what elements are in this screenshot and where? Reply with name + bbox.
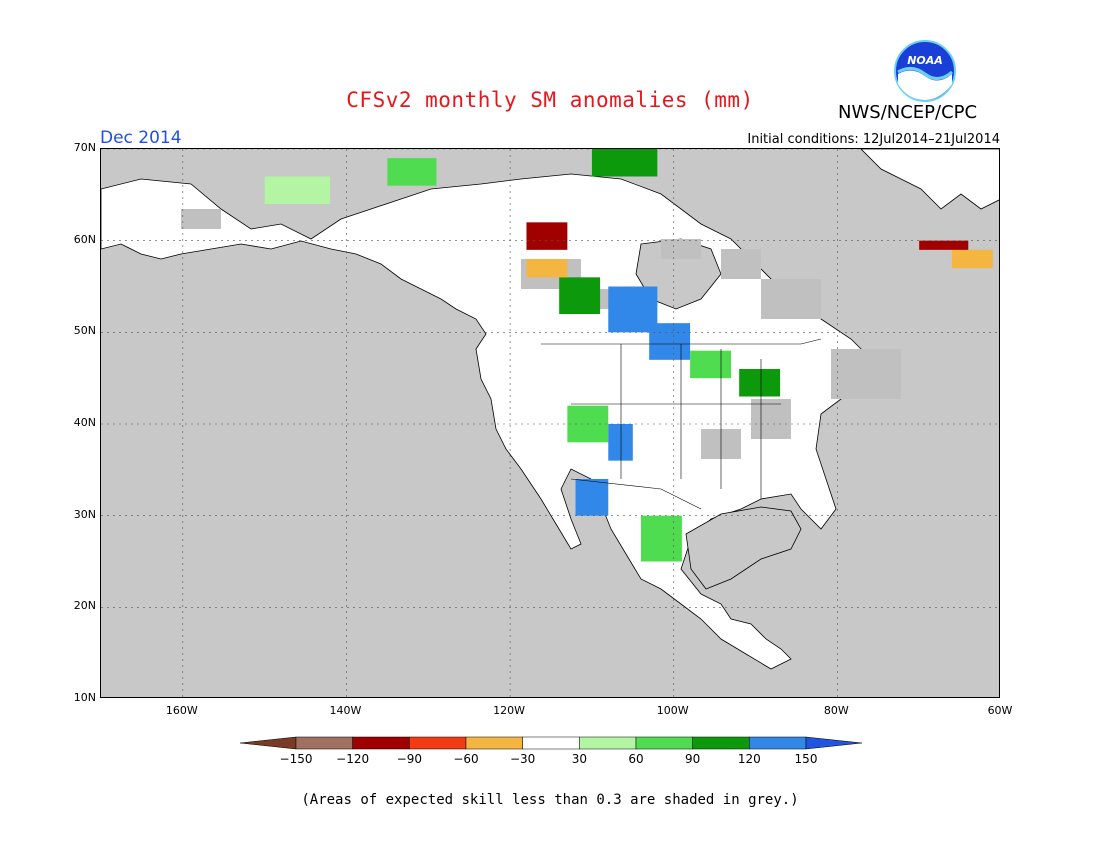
initial-conditions: Initial conditions: 12Jul2014–21Jul2014 [747,132,1000,147]
colorbar-swatch [635,736,693,750]
colorbar-level-label: −30 [509,752,536,766]
political-borders [541,338,822,510]
logo-text: NOAA [907,54,943,67]
anomaly-cell [919,240,969,250]
forecast-month: Dec 2014 [100,128,182,148]
skill-footnote: (Areas of expected skill less than 0.3 a… [301,792,799,808]
colorbar-swatch [465,736,523,750]
lat-tick-label: 40N [73,416,96,429]
anomaly-map [100,148,1000,698]
colorbar-level-label: 30 [571,752,587,766]
lat-tick-label: 70N [73,141,96,154]
colorbar-level-label: 90 [685,752,701,766]
lon-tick-label: 160W [165,704,198,717]
anomaly-cell [264,176,331,204]
map-title: CFSv2 monthly SM anomalies (mm) [346,88,754,112]
anomaly-cell [387,158,437,186]
colorbar-swatch [352,736,410,750]
lon-tick-label: 120W [493,704,526,717]
anomaly-cell [526,222,568,250]
lat-tick-label: 10N [73,691,96,704]
land-greenland [860,149,999,210]
colorbar [240,736,862,750]
colorbar-level-label: 120 [737,752,761,766]
anomaly-cell [739,369,781,397]
lat-tick-label: 30N [73,507,96,521]
colorbar-level-label: −90 [396,752,422,766]
map-canvas [101,149,999,697]
anomaly-cell [608,424,633,461]
anomaly-cell [649,323,691,360]
colorbar-swatch [579,736,637,750]
noaa-logo: NOAA [894,40,956,102]
agency-label: NWS/NCEP/CPC [838,102,978,123]
anomaly-cell [591,149,658,177]
lat-tick-label: 20N [73,599,96,613]
colorbar-level-label: −60 [453,752,479,766]
lon-tick-label: 80W [823,704,849,717]
lat-tick-label: 60N [73,232,96,246]
colorbar-level-label: 150 [794,752,818,766]
colorbar-level-label: −120 [336,752,370,766]
gulf-of-mexico [685,506,802,590]
colorbar-swatch [240,736,297,750]
colorbar-level-label: −150 [279,752,313,766]
gridlines [101,149,999,697]
colorbar-swatch [805,736,862,750]
anomaly-cell [641,515,682,562]
colorbar-swatch [522,736,580,750]
lon-tick-label: 100W [656,704,689,717]
colorbar-swatch [692,736,750,750]
lat-tick-label: 50N [73,324,96,338]
anomaly-cell [951,249,993,269]
colorbar-swatch [749,736,807,750]
colorbar-swatch [409,736,467,750]
colorbar-level-label: 60 [628,752,644,766]
anomaly-cell [575,479,609,516]
anomaly-cells [264,149,993,562]
anomaly-cell [559,277,601,314]
lon-tick-label: 140W [329,704,362,717]
anomaly-cell [690,350,731,379]
colorbar-swatch [295,736,353,750]
anomaly-cell [526,259,568,278]
lon-tick-label: 60W [987,704,1013,717]
